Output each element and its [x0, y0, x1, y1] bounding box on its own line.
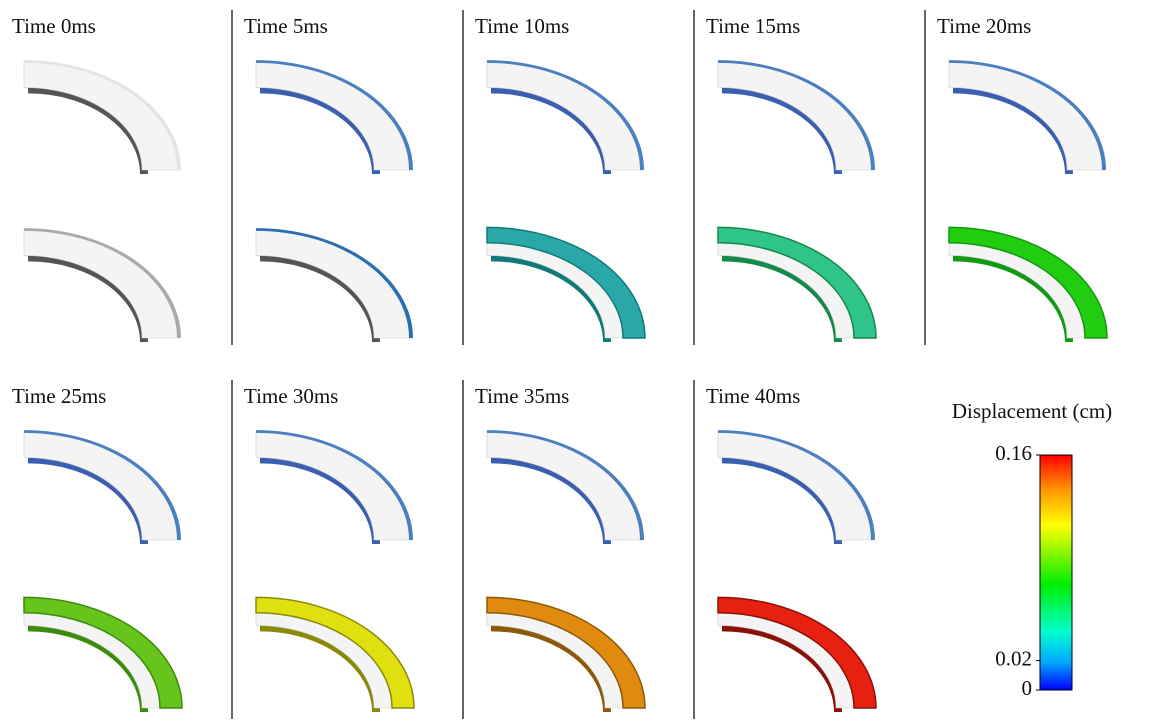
arc-fill	[486, 226, 646, 339]
arc-fill	[948, 226, 1108, 339]
panel-title: Time 40ms	[706, 384, 800, 408]
inner-shadow	[722, 457, 842, 544]
panel-title: Time 5ms	[244, 14, 328, 38]
colorbar-title: Displacement (cm)	[952, 399, 1112, 423]
arc-fill	[717, 596, 877, 709]
panel-title: Time 10ms	[475, 14, 569, 38]
panel-title: Time 30ms	[244, 384, 338, 408]
inner-shadow	[491, 87, 611, 174]
inner-shadow	[722, 625, 842, 712]
inner-shadow	[722, 255, 842, 342]
arc-fill	[23, 596, 183, 709]
arc-fill	[486, 596, 646, 709]
panel-title: Time 20ms	[937, 14, 1031, 38]
tick-label: 0	[1022, 676, 1033, 700]
inner-shadow	[260, 625, 380, 712]
colorbar	[1039, 454, 1073, 691]
inner-shadow	[260, 457, 380, 544]
inner-shadow	[28, 457, 148, 544]
inner-shadow	[28, 625, 148, 712]
inner-shadow	[491, 625, 611, 712]
inner-shadow	[953, 255, 1073, 342]
inner-shadow	[953, 87, 1073, 174]
tick-label: 0.16	[995, 441, 1032, 465]
inner-shadow	[260, 87, 380, 174]
panel-title: Time 35ms	[475, 384, 569, 408]
inner-shadow	[28, 255, 148, 342]
panel-title: Time 0ms	[12, 14, 96, 38]
inner-shadow	[28, 87, 148, 174]
inner-shadow	[260, 255, 380, 342]
arc-fill	[255, 596, 415, 709]
panel-title: Time 15ms	[706, 14, 800, 38]
inner-shadow	[491, 457, 611, 544]
panel-title: Time 25ms	[12, 384, 106, 408]
tick-label: 0.02	[995, 646, 1032, 670]
arc-fill	[717, 226, 877, 339]
inner-shadow	[722, 87, 842, 174]
inner-shadow	[491, 255, 611, 342]
